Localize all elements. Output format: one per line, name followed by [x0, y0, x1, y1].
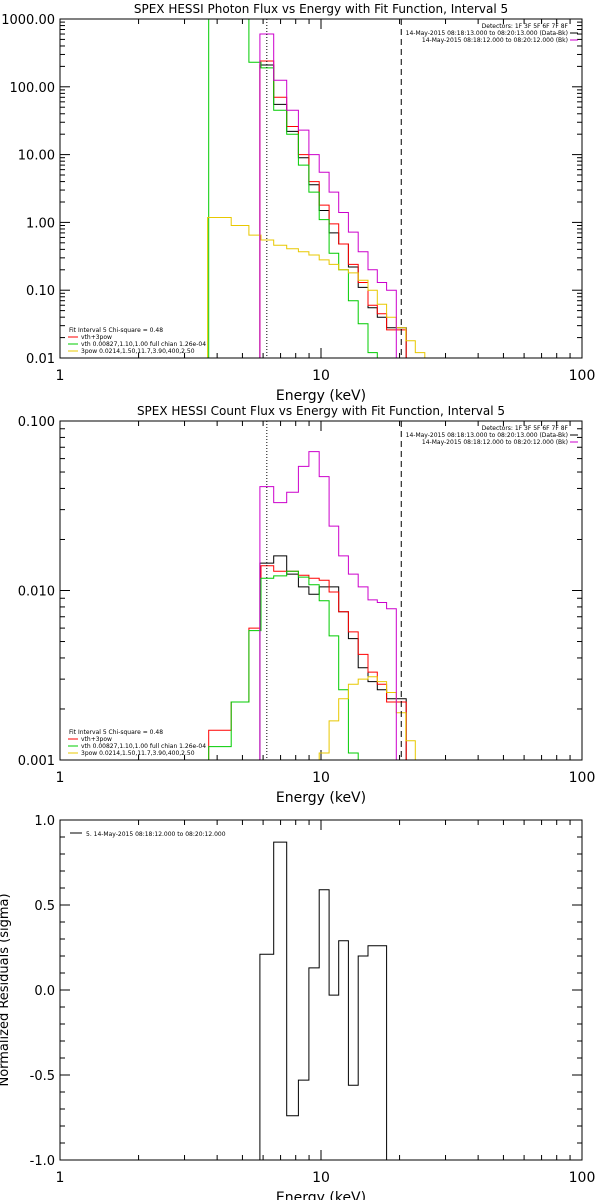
y-axis-label: Normalized Residuals (sigma) — [0, 893, 12, 1086]
legend-top-line: 5. 14-May-2015 08:18:12.000 to 08:20:12.… — [86, 831, 226, 838]
x-tick-label: 1 — [56, 368, 65, 384]
series-3pow — [308, 676, 426, 760]
legend-bottom-line: 3pow 0.0214,1.50,11.7,3.90,400,2.50 — [81, 348, 195, 355]
plot-area — [208, 421, 426, 760]
series-5-14-may-2015-08-18-12-000-to-08-20-12-000 — [259, 841, 407, 1160]
x-axis-label: Energy (keV) — [276, 790, 366, 806]
ticks — [59, 19, 582, 359]
y-tick-label: 0.100 — [18, 415, 55, 430]
series-vth — [208, 19, 387, 358]
x-tick-label: 10 — [312, 770, 330, 786]
series-bk — [259, 33, 407, 358]
legend-bottom-line: 3pow 0.0214,1.50,11.7,3.90,400,2.50 — [81, 750, 195, 757]
ticks — [59, 421, 582, 761]
series-vth-3pow — [208, 565, 407, 760]
y-tick-label: 0.010 — [18, 585, 55, 600]
legend-bottom-line: vth 0.00827,1.10,1.00 full chian 1.26e-0… — [81, 743, 206, 750]
y-tick-label: 1.00 — [26, 216, 55, 231]
legend-top-line: 14-May-2015 08:18:12.000 to 08:20:12.000… — [422, 439, 568, 446]
plot-area — [183, 19, 434, 358]
y-tick-label: 0.0 — [34, 984, 55, 999]
x-axis-label: Energy (keV) — [276, 388, 366, 404]
series-data-bk — [259, 555, 407, 760]
y-tick-label: 1.0 — [34, 814, 55, 829]
plot-frame — [59, 420, 583, 761]
plot-frame — [59, 18, 583, 359]
x-tick-label: 100 — [569, 368, 596, 384]
y-tick-label: 0.01 — [26, 352, 55, 367]
chart-title: SPEX HESSI Count Flux vs Energy with Fit… — [137, 404, 505, 418]
y-tick-label: 0.10 — [26, 284, 55, 299]
legend-top-line: 14-May-2015 08:18:13.000 to 08:20:13.000… — [406, 30, 568, 37]
x-tick-label: 10 — [312, 368, 330, 384]
series-3pow — [183, 217, 434, 358]
legend-top-line: 14-May-2015 08:18:12.000 to 08:20:12.000… — [422, 37, 568, 44]
x-tick-label: 10 — [312, 1170, 330, 1186]
legend-bottom-line: Fit Interval 5 Chi-square = 0.48 — [69, 729, 163, 736]
legend-bottom-line: Fit Interval 5 Chi-square = 0.48 — [69, 327, 163, 334]
y-tick-label: 0.001 — [18, 754, 55, 769]
x-tick-label: 100 — [569, 1170, 596, 1186]
chart-3: 1 10 100 -1.0 -0.5 0.0 0.5 1.0 Energy (keV) Norma… — [0, 814, 595, 1200]
y-tick-label: 100.00 — [10, 81, 56, 96]
chart-1: SPEX HESSI Photon Flux vs Energy with Fi… — [1, 2, 595, 404]
y-tick-label: -0.5 — [30, 1069, 55, 1084]
legend-bottom-line: vth 0.00827,1.10,1.00 full chian 1.26e-0… — [81, 341, 206, 348]
legend-bottom-line: vth+3pow — [81, 334, 112, 341]
y-tick-label: 0.5 — [34, 899, 55, 914]
legend-top-line: Detectors: 1F 3F 5F 6F 7F 8F — [482, 425, 569, 432]
y-tick-label: 10.00 — [18, 149, 55, 164]
x-tick-label: 1 — [56, 770, 65, 786]
plot-frame — [59, 819, 583, 1161]
y-tick-label: 1000.00 — [1, 13, 55, 28]
x-axis-label: Energy (keV) — [276, 1190, 366, 1200]
chart-title: SPEX HESSI Photon Flux vs Energy with Fi… — [134, 2, 508, 16]
x-tick-label: 1 — [56, 1170, 65, 1186]
x-tick-label: 100 — [569, 770, 596, 786]
y-tick-label: -1.0 — [30, 1154, 55, 1169]
legend-top-line: Detectors: 1F 3F 5F 6F 7F 8F — [482, 23, 569, 30]
plot-area — [259, 841, 407, 1160]
series-bk — [259, 451, 407, 760]
legend-bottom-line: vth+3pow — [81, 736, 112, 743]
series-vth — [208, 570, 387, 760]
legend-top-line: 14-May-2015 08:18:13.000 to 08:20:13.000… — [406, 432, 568, 439]
series-vth-3pow — [259, 60, 407, 358]
ticks — [59, 819, 582, 1161]
chart-2: SPEX HESSI Count Flux vs Energy with Fit… — [18, 404, 596, 806]
